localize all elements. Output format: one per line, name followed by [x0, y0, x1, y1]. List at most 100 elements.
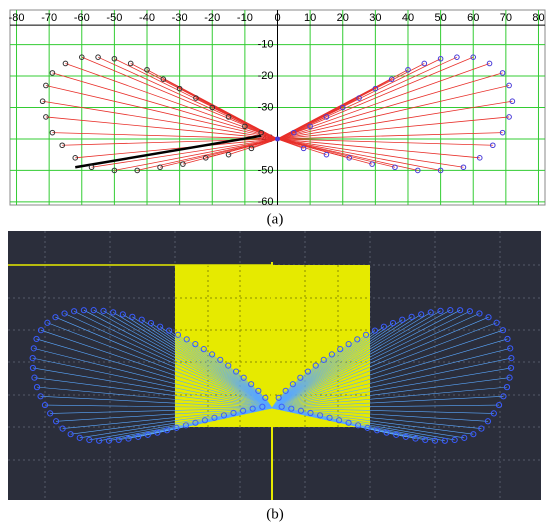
ray	[277, 138, 304, 149]
point	[388, 76, 395, 82]
ray-b	[36, 386, 273, 409]
ray-b	[55, 316, 273, 409]
point	[157, 164, 163, 171]
point	[193, 95, 199, 101]
point	[59, 142, 65, 149]
node-ring	[282, 387, 289, 394]
node-ring	[192, 341, 199, 348]
x-tick-label: 10	[304, 12, 316, 24]
node-ring	[33, 335, 40, 343]
ray	[277, 85, 510, 140]
point	[486, 60, 493, 67]
panel-b	[8, 231, 541, 500]
point	[323, 151, 330, 158]
node-ring	[37, 393, 44, 400]
ray-b	[271, 339, 358, 409]
ray-b	[83, 309, 273, 409]
node-ring	[192, 419, 199, 426]
node-ring	[144, 431, 151, 438]
node-ring	[412, 435, 419, 442]
node-ring	[470, 431, 477, 438]
ray-b	[73, 310, 273, 409]
node-ring	[457, 307, 464, 314]
point	[346, 155, 353, 161]
point	[62, 60, 69, 67]
node-ring	[507, 345, 514, 352]
node-ring	[484, 418, 492, 425]
ray-b	[271, 310, 471, 409]
ray-b	[159, 326, 273, 409]
ray-b	[36, 338, 273, 409]
node-ring	[402, 433, 409, 440]
point	[111, 55, 118, 62]
node-ring	[209, 351, 216, 358]
ray-b	[271, 319, 403, 409]
point	[291, 129, 297, 136]
ray	[114, 58, 278, 140]
node-ring	[119, 311, 126, 318]
point	[43, 114, 49, 120]
ray	[277, 63, 425, 140]
point	[144, 66, 150, 73]
node-ring	[508, 355, 515, 362]
node-ring	[259, 403, 266, 410]
ray	[75, 138, 278, 159]
point	[88, 164, 95, 171]
node-ring	[37, 327, 45, 334]
point	[43, 82, 49, 89]
node-ring	[255, 387, 262, 394]
ray	[277, 132, 503, 140]
ray-b	[271, 309, 451, 409]
node-ring	[328, 351, 335, 358]
node-ring	[52, 418, 60, 425]
node-ring	[30, 345, 37, 352]
ray	[130, 63, 278, 140]
ray-b	[32, 357, 273, 409]
x-tick-label: 30	[369, 12, 381, 24]
ray-b	[271, 316, 412, 409]
caption-a: (a)	[267, 211, 284, 227]
point	[405, 66, 411, 73]
ray	[277, 138, 396, 168]
ray-b	[271, 357, 512, 409]
ray-b	[34, 377, 273, 409]
node-ring	[249, 405, 256, 412]
node-ring	[507, 364, 515, 372]
point	[369, 161, 375, 167]
node-ring	[240, 374, 247, 381]
node-ring	[29, 355, 36, 362]
ray	[45, 85, 278, 140]
ray-b	[271, 334, 367, 409]
node-ring	[297, 374, 304, 381]
point	[509, 98, 516, 105]
node-ring	[44, 319, 51, 326]
ray	[277, 58, 441, 140]
point	[490, 142, 496, 149]
node-ring	[485, 314, 492, 321]
ray-b	[271, 312, 431, 409]
node-ring	[288, 405, 295, 412]
point	[176, 85, 183, 92]
point	[506, 82, 512, 89]
point	[437, 167, 444, 174]
node-ring	[478, 425, 485, 432]
point	[499, 70, 506, 76]
node-ring	[166, 327, 173, 334]
ray-b	[40, 329, 273, 409]
node-ring	[173, 424, 180, 431]
node-ring	[307, 409, 314, 417]
point	[209, 104, 216, 111]
point	[78, 54, 85, 60]
x-tick-label: 0	[274, 12, 280, 24]
node-ring	[466, 308, 473, 315]
point	[225, 151, 232, 158]
ray-b	[56, 407, 273, 422]
x-tick-label: 80	[532, 12, 544, 24]
node-ring	[275, 394, 282, 401]
node-ring	[278, 403, 285, 410]
node-ring	[157, 323, 164, 330]
node-ring	[399, 316, 406, 323]
node-ring	[345, 419, 352, 426]
point	[476, 155, 483, 161]
ray	[277, 56, 458, 140]
